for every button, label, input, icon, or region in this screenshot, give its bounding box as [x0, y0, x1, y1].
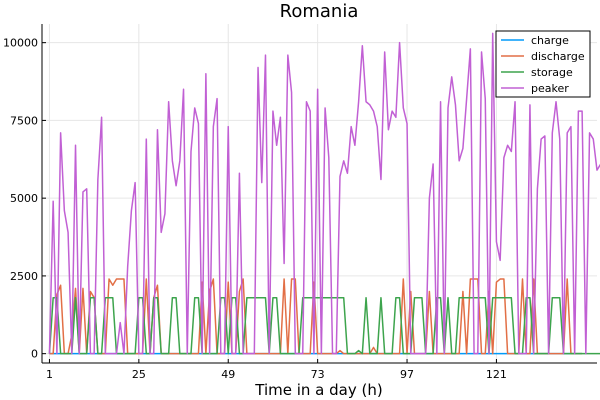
- legend-box: [495, 30, 591, 98]
- legend: charge discharge storage peaker: [495, 30, 591, 98]
- series-line-peaker: [48, 32, 600, 355]
- x-tick-label: 1: [46, 368, 53, 381]
- legend-label-discharge: discharge: [531, 50, 585, 63]
- y-tick-label: 0: [31, 348, 38, 361]
- y-tick-label: 2500: [10, 270, 38, 283]
- legend-label-peaker: peaker: [531, 82, 569, 95]
- y-tick-label: 10000: [3, 37, 38, 50]
- x-axis-label: Time in a day (h): [254, 381, 382, 399]
- legend-label-storage: storage: [531, 66, 573, 79]
- axes: [41, 24, 597, 364]
- series-lines: [48, 32, 600, 355]
- x-tick-label: 49: [221, 368, 235, 381]
- x-tick-label: 97: [400, 368, 414, 381]
- tick-labels: 1 25 49 73 97 121 0 2500 5000 7500 10000: [3, 37, 507, 381]
- y-tick-label: 5000: [10, 192, 38, 205]
- series-line-storage: [48, 296, 600, 355]
- legend-label-charge: charge: [531, 34, 569, 47]
- chart-title: Romania: [280, 1, 359, 22]
- x-tick-label: 73: [311, 368, 325, 381]
- y-tick-label: 7500: [10, 114, 38, 127]
- x-tick-label: 25: [132, 368, 146, 381]
- x-tick-label: 121: [486, 368, 507, 381]
